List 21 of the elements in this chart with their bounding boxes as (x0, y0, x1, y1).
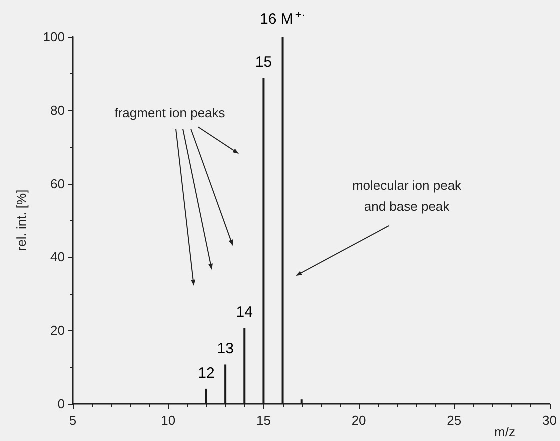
y-axis-title: rel. int. [%] (14, 190, 29, 252)
x-axis-title: m/z (494, 424, 516, 440)
y-tick-label: 20 (50, 323, 65, 338)
y-tick-label: 60 (50, 176, 65, 192)
annotation: molecular ion peak and base peak (352, 178, 462, 214)
x-tick-label: 5 (69, 413, 77, 428)
annotation: fragment ion peaks (114, 106, 226, 120)
y-tick-label: 0 (58, 396, 65, 412)
y-tick-label: 80 (50, 102, 65, 118)
x-tick-label: 25 (447, 413, 462, 428)
y-tick-label: 40 (50, 250, 65, 265)
annotation: 15 (255, 54, 272, 72)
annotation: 12 (198, 364, 215, 382)
annotation: 14 (236, 304, 253, 322)
annotation: 16 M+· (260, 10, 306, 28)
x-tick-label: 20 (352, 413, 366, 428)
annotation: 13 (217, 340, 234, 358)
x-tick-label: 30 (542, 413, 558, 428)
x-tick-label: 15 (256, 413, 271, 428)
x-tick-label: 10 (161, 413, 176, 428)
y-tick-label: 100 (43, 30, 65, 44)
